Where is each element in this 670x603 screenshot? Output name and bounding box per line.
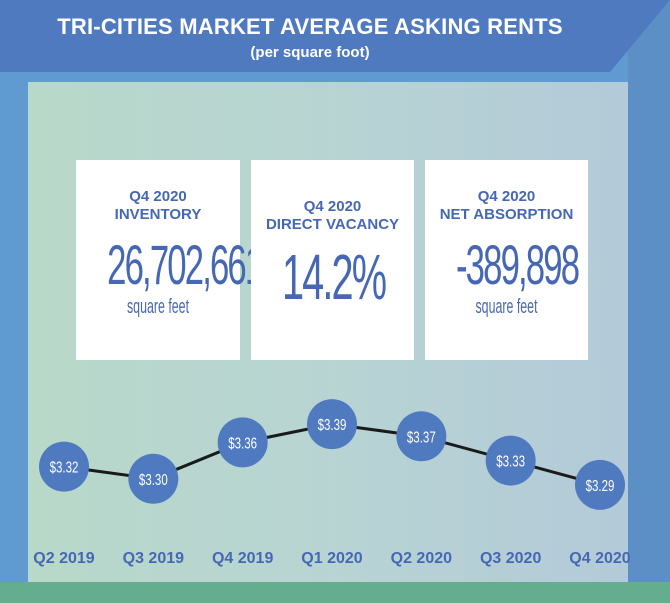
- absorption-card: Q4 2020 NET ABSORPTION -389,898 square f…: [425, 160, 588, 360]
- vacancy-value: 14.2%: [281, 241, 387, 313]
- data-point-label: $3.36: [228, 433, 257, 451]
- chart-subtitle: (per square foot): [250, 44, 370, 61]
- inventory-label: INVENTORY: [114, 206, 202, 223]
- inventory-period: Q4 2020: [129, 188, 187, 205]
- data-point-label: $3.30: [139, 470, 168, 488]
- data-point-marker: [485, 435, 536, 486]
- x-tick-label: Q4 2020: [569, 550, 630, 567]
- chart-title: TRI-CITIES MARKET AVERAGE ASKING RENTS: [57, 14, 563, 39]
- x-tick-label: Q4 2019: [212, 550, 273, 567]
- x-tick-label: Q3 2020: [480, 550, 541, 567]
- x-tick-label: Q2 2020: [391, 550, 452, 567]
- inventory-card: Q4 2020 INVENTORY 26,702,661 square feet: [76, 160, 264, 360]
- data-point-marker: [128, 453, 179, 504]
- vacancy-label: DIRECT VACANCY: [265, 216, 400, 233]
- absorption-label: NET ABSORPTION: [439, 206, 574, 223]
- bottom-accent-strip: [0, 582, 670, 603]
- data-point-label: $3.39: [318, 415, 347, 433]
- data-point-label: $3.32: [50, 458, 79, 476]
- absorption-unit: square feet: [475, 296, 538, 318]
- x-tick-label: Q1 2020: [301, 550, 362, 567]
- data-point-marker: [39, 441, 89, 492]
- vacancy-period: Q4 2020: [303, 198, 362, 215]
- data-point-marker: [575, 459, 625, 510]
- title-banner: [0, 0, 670, 72]
- data-point-label: $3.29: [586, 476, 615, 494]
- x-tick-label: Q3 2019: [123, 550, 184, 567]
- data-point-label: $3.33: [496, 452, 525, 470]
- data-point-marker: [396, 411, 447, 462]
- absorption-period: Q4 2020: [477, 188, 536, 205]
- vacancy-card: Q4 2020 DIRECT VACANCY 14.2%: [251, 160, 414, 360]
- data-point-marker: [217, 417, 268, 468]
- data-point-label: $3.37: [407, 427, 436, 445]
- x-tick-label: Q2 2019: [33, 550, 94, 567]
- inventory-unit: square feet: [126, 296, 190, 318]
- right-accent-strip: [628, 0, 670, 582]
- data-point-marker: [307, 399, 357, 450]
